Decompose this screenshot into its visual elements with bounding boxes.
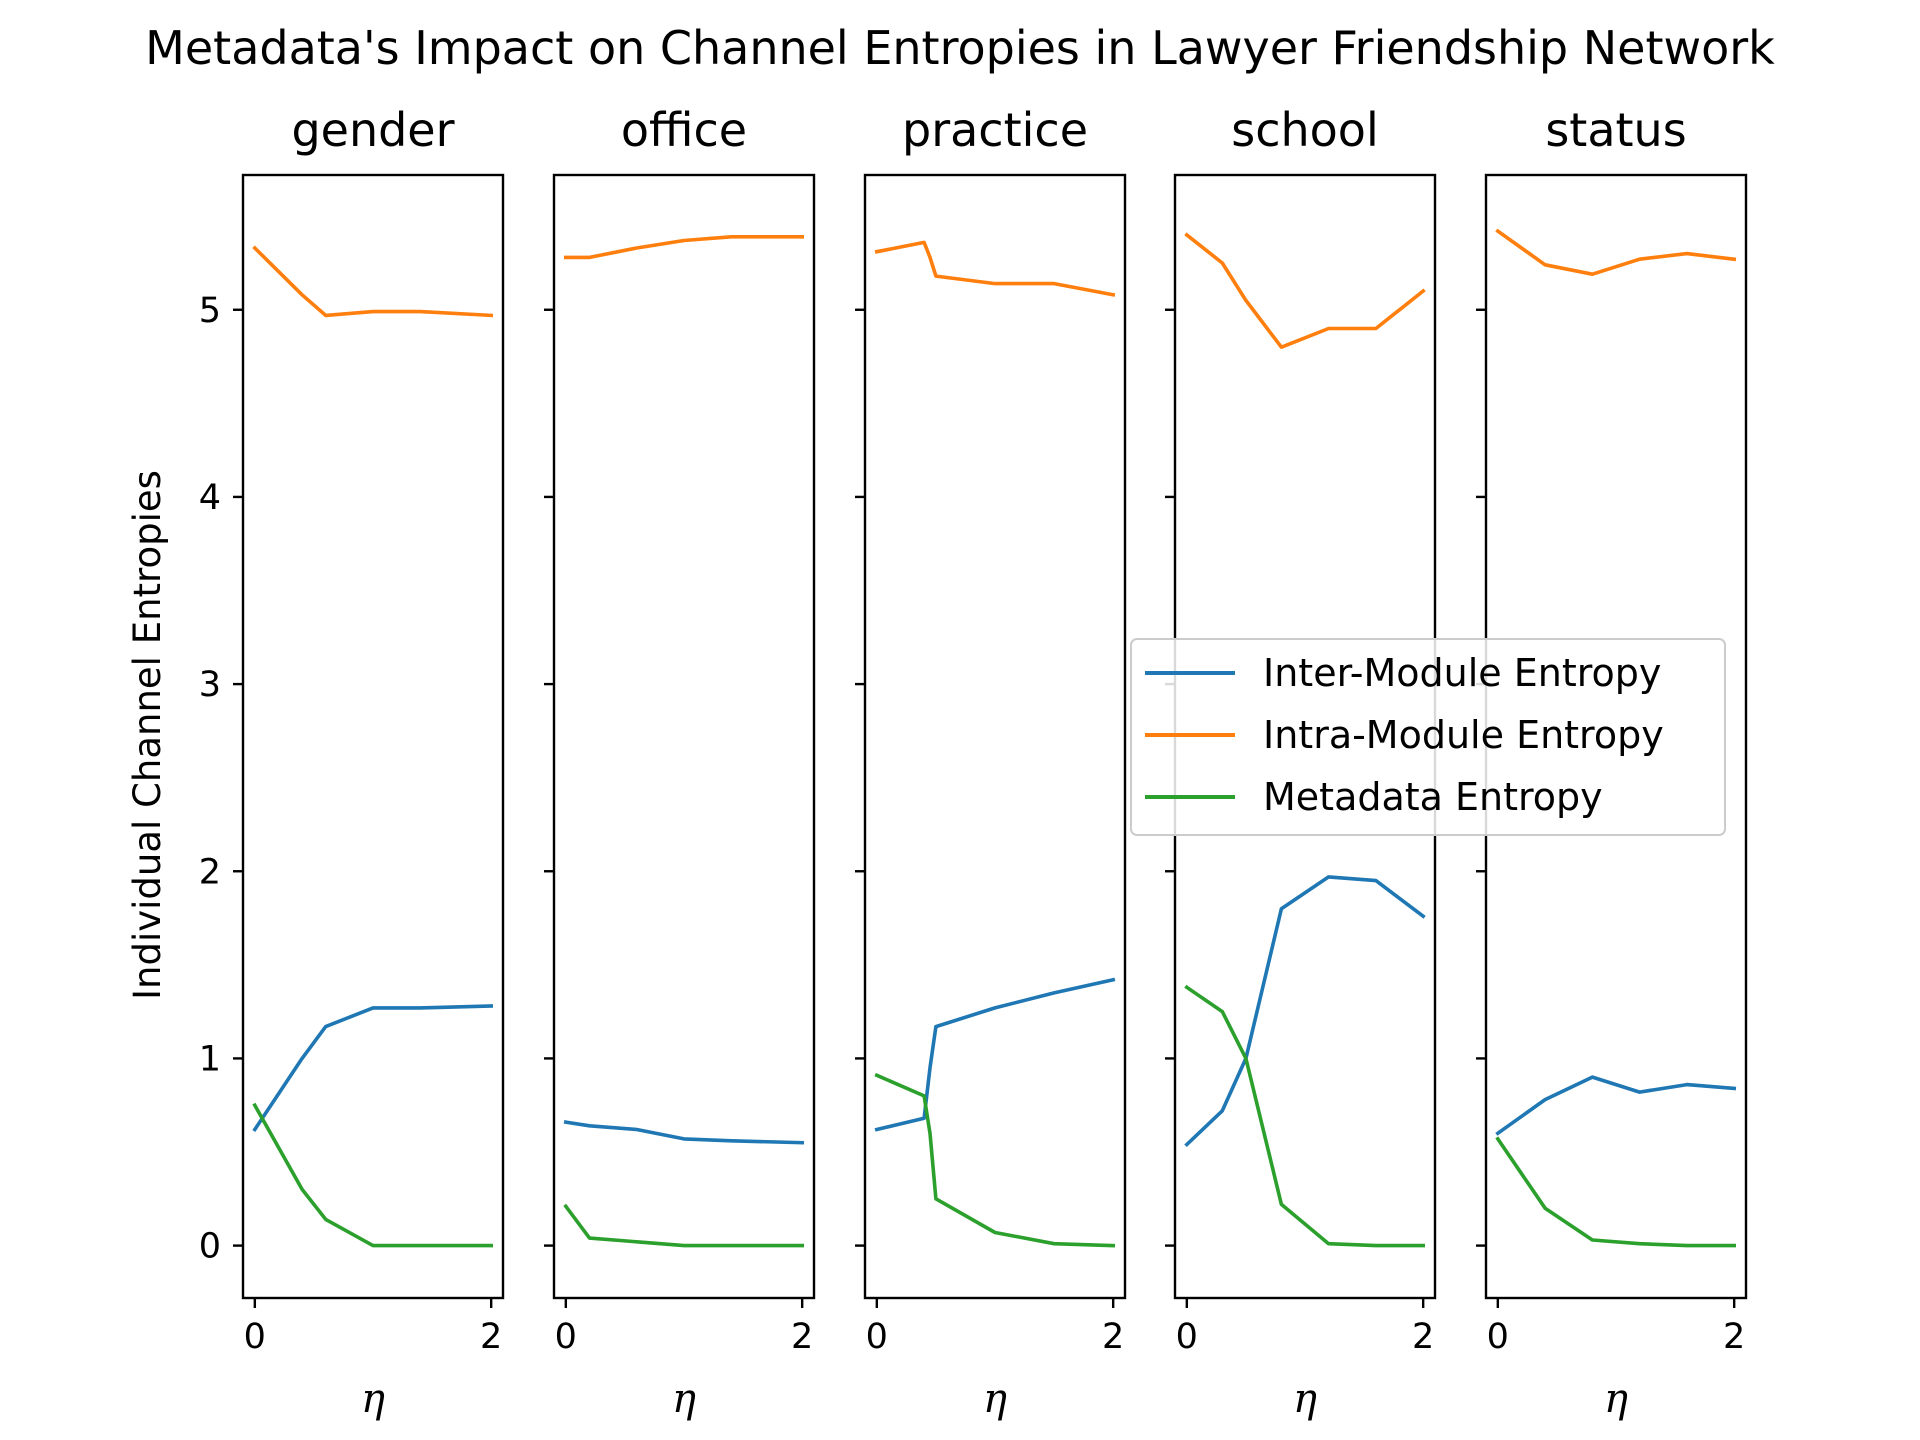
plot-frame-gender — [241, 173, 505, 1300]
panel-title-office: office — [621, 103, 747, 157]
panel-title-practice: practice — [902, 103, 1088, 157]
series-line-metadata-entropy-office — [563, 1203, 805, 1248]
x-axis-label-status: η — [1604, 1376, 1628, 1422]
series-line-intra-module-entropy-office — [563, 235, 805, 260]
panel-gender: gender 0 2 η 0 1 2 3 4 5 — [199, 103, 505, 1422]
panel-practice: practice 0 2 η — [855, 103, 1127, 1422]
y-tick-label: 5 — [199, 291, 221, 331]
x-tick-label-status: 0 — [1487, 1317, 1509, 1357]
x-tick-label-practice: 0 — [866, 1317, 888, 1357]
series-line-metadata-entropy-practice — [874, 1072, 1116, 1248]
x-tick-label-school: 0 — [1176, 1317, 1198, 1357]
x-tick-label-office: 2 — [791, 1317, 813, 1357]
series-line-metadata-entropy-status — [1495, 1136, 1736, 1248]
series-line-inter-module-entropy-gender — [252, 1004, 494, 1132]
y-tick-label: 4 — [199, 478, 221, 518]
legend-item-intra-module-entropy: Intra-Module Entropy — [1145, 713, 1664, 757]
x-axis-label-school: η — [1293, 1376, 1317, 1422]
legend-item-metadata-entropy: Metadata Entropy — [1145, 775, 1603, 819]
x-axis-label-gender: η — [361, 1376, 385, 1422]
x-tick-label-school: 2 — [1412, 1317, 1434, 1357]
panel-title-status: status — [1545, 103, 1686, 157]
y-tick-label: 2 — [199, 852, 221, 892]
x-tick-label-gender: 2 — [480, 1317, 502, 1357]
series-line-intra-module-entropy-status — [1495, 228, 1737, 277]
series-line-intra-module-entropy-school — [1184, 232, 1426, 350]
series-line-intra-module-entropy-gender — [252, 245, 494, 318]
y-tick-label: 0 — [199, 1227, 221, 1267]
x-tick-label-gender: 0 — [244, 1317, 266, 1357]
y-tick-label: 1 — [199, 1039, 221, 1079]
y-axis-label: Individual Channel Entropies — [126, 470, 169, 1000]
legend-box — [1130, 638, 1726, 836]
plot-frame-office — [552, 173, 816, 1300]
series-line-metadata-entropy-gender — [252, 1102, 494, 1248]
x-axis-label-practice: η — [983, 1376, 1007, 1422]
panel-title-gender: gender — [291, 103, 454, 157]
plot-frame-practice — [863, 173, 1127, 1300]
series-line-inter-module-entropy-status — [1495, 1075, 1737, 1136]
x-axis-label-office: η — [672, 1376, 696, 1422]
y-tick-label: 3 — [199, 665, 221, 705]
series-line-inter-module-entropy-school — [1184, 875, 1426, 1148]
series-line-intra-module-entropy-practice — [874, 240, 1116, 297]
legend-label-inter-module-entropy: Inter-Module Entropy — [1263, 651, 1661, 695]
panel-office: office 0 2 η — [544, 103, 816, 1422]
series-line-inter-module-entropy-practice — [874, 977, 1116, 1132]
legend-item-inter-module-entropy: Inter-Module Entropy — [1145, 651, 1661, 695]
legend: Inter-Module Entropy Intra-Module Entropy… — [1130, 638, 1726, 836]
panels: gender 0 2 η 0 1 2 3 4 5 office 0 2 η practice 0 2 η schoo… — [199, 103, 1748, 1422]
panel-title-school: school — [1231, 103, 1378, 157]
legend-label-metadata-entropy: Metadata Entropy — [1263, 775, 1603, 819]
series-line-inter-module-entropy-office — [563, 1120, 805, 1145]
x-tick-label-status: 2 — [1723, 1317, 1745, 1357]
x-tick-label-office: 0 — [555, 1317, 577, 1357]
legend-label-intra-module-entropy: Intra-Module Entropy — [1263, 713, 1664, 757]
series-line-metadata-entropy-school — [1184, 984, 1425, 1248]
chart-title: Metadata's Impact on Channel Entropies i… — [145, 21, 1775, 75]
x-tick-label-practice: 2 — [1102, 1317, 1124, 1357]
